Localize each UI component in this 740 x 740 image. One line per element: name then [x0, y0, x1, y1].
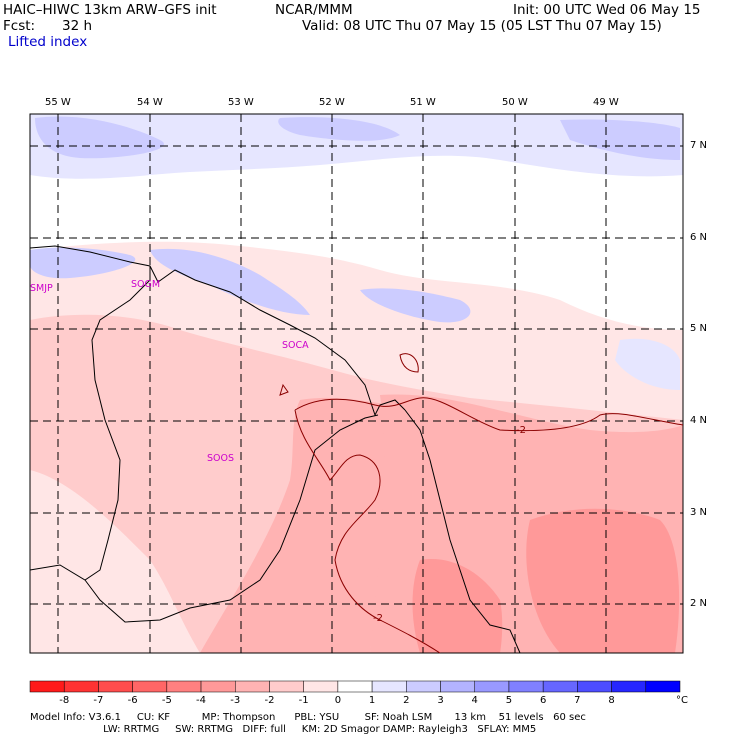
colorbar-swatch: [508, 680, 544, 693]
lon-label: 49 W: [593, 97, 619, 108]
colorbar-tick-label: 4: [471, 695, 478, 706]
colorbar-tick-label: -2: [264, 695, 275, 706]
colorbar-swatch: [63, 680, 99, 693]
lat-label: 6 N: [690, 232, 708, 243]
lat-label: 5 N: [690, 323, 708, 334]
station-label: SOGM: [131, 279, 161, 290]
colorbar-tick-label: -4: [196, 695, 207, 706]
valid-time: Valid: 08 UTC Thu 07 May 15 (05 LST Thu …: [302, 18, 662, 34]
colorbar-swatch: [132, 680, 168, 693]
lat-label: 2 N: [690, 598, 708, 609]
colorbar-swatch: [98, 680, 133, 693]
lat-lon-grid: [30, 114, 683, 653]
colorbar-tick-label: -5: [161, 695, 172, 706]
colorbar-tick-label: 2: [403, 695, 410, 706]
colorbar-swatch: [200, 680, 236, 693]
colorbar-swatch: [440, 680, 475, 693]
colorbar-tick-label: -3: [230, 695, 241, 706]
colorbar-swatch: [577, 680, 612, 693]
contour-label: -2: [373, 613, 383, 624]
colorbar-swatch: [611, 680, 647, 693]
colorbar-tick-label: -7: [93, 695, 104, 706]
colorbar-tick-label: -1: [298, 695, 309, 706]
colorbar-tick-label: 0: [334, 695, 342, 706]
map-frame: [29, 113, 684, 654]
colorbar-tick-label: 3: [437, 695, 444, 706]
colorbar-swatch: [645, 680, 681, 693]
lon-label: 50 W: [502, 97, 528, 108]
lon-label: 55 W: [45, 97, 71, 108]
forecast-hour: 32 h: [62, 18, 93, 34]
station-label: SMJP: [30, 283, 53, 294]
colorbar-tick-label: -8: [59, 695, 70, 706]
colorbar-swatch: [542, 680, 578, 693]
lat-label: 7 N: [690, 140, 708, 151]
field-name: Lifted index: [8, 34, 88, 50]
colorbar-swatch: [406, 680, 441, 693]
station-label: SOCA: [282, 340, 309, 351]
colorbar-swatch: [337, 680, 373, 693]
colorbar-swatch: [166, 680, 202, 693]
model-info-line1: Model Info: V3.6.1 CU: KF MP: Thompson P…: [30, 712, 586, 723]
colorbar: [29, 680, 681, 693]
colorbar-tick-label: 5: [505, 695, 513, 706]
colorbar-swatch: [303, 680, 339, 693]
lon-label: 54 W: [137, 97, 163, 108]
lat-label: 3 N: [690, 507, 708, 518]
colorbar-swatch: [235, 680, 270, 693]
colorbar-tick-label: 1: [368, 695, 376, 706]
forecast-label: Fcst:: [3, 18, 36, 34]
model-title: HAIC–HIWC 13km ARW–GFS init: [3, 2, 217, 18]
colorbar-tick-label: 8: [608, 695, 615, 706]
colorbar-tick-label: 6: [539, 695, 547, 706]
colorbar-swatch: [269, 680, 304, 693]
coastline-borders: [29, 245, 521, 654]
contour-label: -2: [516, 425, 526, 436]
colorbar-tick-label: -6: [127, 695, 138, 706]
colorbar-swatch: [474, 680, 510, 693]
colorbar-swatch: [371, 680, 407, 693]
init-time: Init: 00 UTC Wed 06 May 15: [513, 2, 701, 18]
lon-label: 52 W: [319, 97, 345, 108]
shaded-field: [30, 114, 683, 653]
contour-lines: [279, 353, 684, 654]
colorbar-tick-label: 7: [574, 695, 581, 706]
org-label: NCAR/MMM: [275, 2, 353, 18]
lat-label: 4 N: [690, 415, 708, 426]
station-label: SOOS: [207, 453, 235, 464]
lon-label: 53 W: [228, 97, 254, 108]
colorbar-unit: °C: [676, 695, 688, 706]
model-info-line2: LW: RRTMG SW: RRTMG DIFF: full KM: 2D Sm…: [30, 724, 537, 735]
lon-label: 51 W: [410, 97, 436, 108]
colorbar-swatch: [29, 680, 65, 693]
